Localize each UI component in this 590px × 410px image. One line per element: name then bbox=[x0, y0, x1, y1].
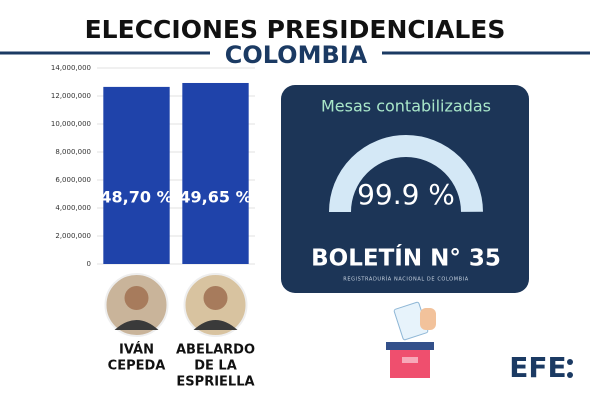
source: REGISTRADURÍA NACIONAL DE COLOMBIA bbox=[343, 276, 469, 283]
candidate-photo-face bbox=[203, 286, 228, 310]
candidate-name: ESPRIELLA bbox=[176, 375, 254, 390]
gauge-label: 99.9 % bbox=[357, 178, 455, 211]
gauge-arc bbox=[329, 134, 483, 213]
bar-label: 48,70 % bbox=[100, 188, 172, 207]
y-tick-label: 4,000,000 bbox=[55, 204, 91, 212]
candidate-name: DE LA bbox=[194, 359, 237, 374]
candidate-photo-face bbox=[124, 286, 149, 310]
logo-dot bbox=[567, 359, 573, 365]
candidate-photo-body bbox=[193, 320, 238, 330]
status-panel bbox=[281, 85, 529, 293]
y-tick-label: 0 bbox=[87, 260, 91, 268]
y-tick-label: 6,000,000 bbox=[55, 176, 91, 184]
bar-label: 49,65 % bbox=[179, 188, 251, 207]
y-tick-label: 8,000,000 bbox=[55, 148, 91, 156]
y-tick-label: 14,000,000 bbox=[51, 64, 91, 72]
candidate-name: ABELARDO bbox=[176, 343, 255, 358]
bar-chart: 0 2,000,000 4,000,000 6,000,000 8,000,000 10,… bbox=[51, 64, 255, 390]
panel-heading: Mesas contabilizadas bbox=[321, 97, 491, 116]
y-tick-label: 2,000,000 bbox=[55, 232, 91, 240]
gauge bbox=[329, 134, 483, 213]
y-tick-label: 12,000,000 bbox=[51, 92, 91, 100]
y-tick-label: 10,000,000 bbox=[51, 120, 91, 128]
candidate-name: CEPEDA bbox=[108, 359, 166, 374]
bulletin: BOLETÍN N° 35 bbox=[311, 244, 501, 272]
logo-dot bbox=[567, 372, 573, 378]
candidate-photo-body bbox=[114, 320, 159, 330]
bar bbox=[103, 86, 170, 265]
ballot-icon bbox=[386, 301, 436, 378]
logo: EFE bbox=[509, 351, 566, 384]
bar bbox=[182, 82, 249, 264]
chart-title: ELECCIONES PRESIDENCIALES bbox=[85, 15, 506, 44]
candidate-name: IVÁN bbox=[119, 342, 154, 358]
chart-subtitle: COLOMBIA bbox=[225, 41, 368, 69]
